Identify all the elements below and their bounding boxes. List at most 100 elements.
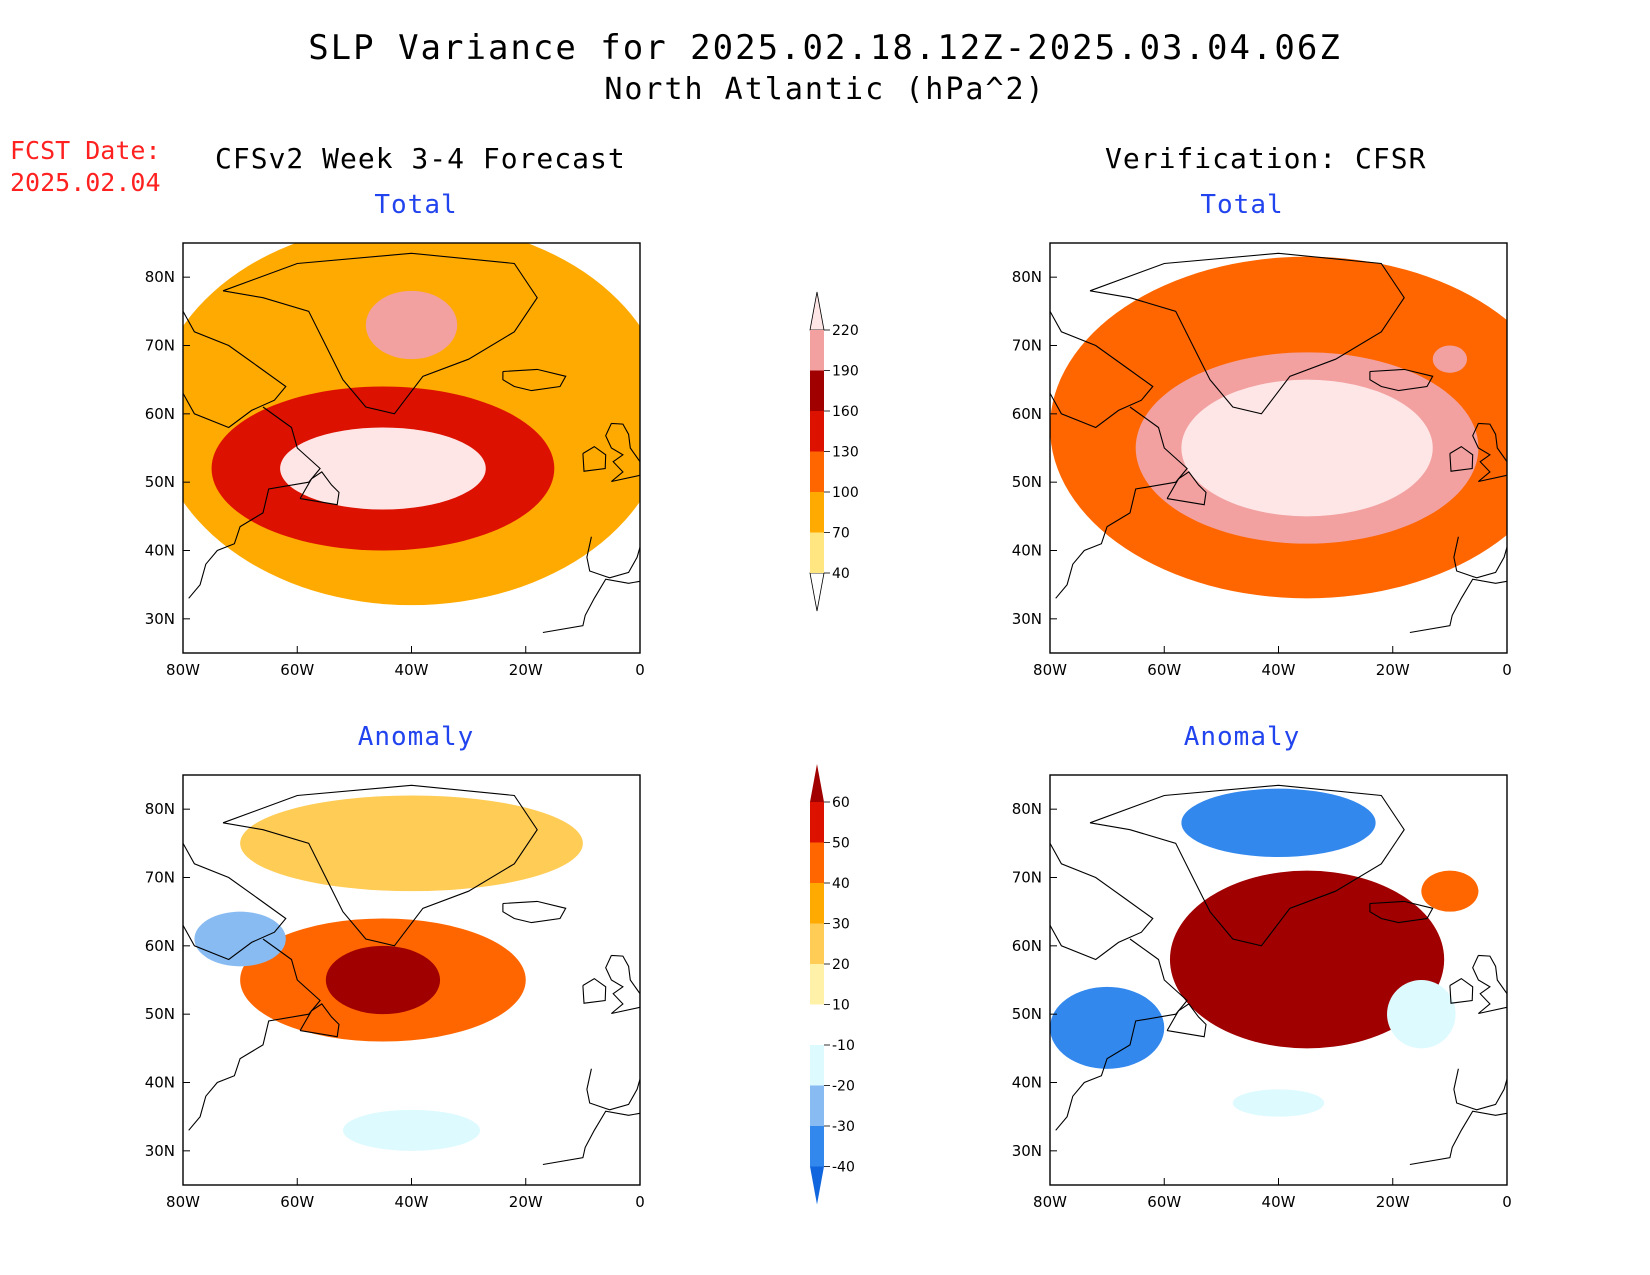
lon-tick-label: 20W [509, 1193, 543, 1211]
coastline [1453, 536, 1507, 579]
lat-tick-label: 30N [1012, 1142, 1042, 1160]
map-panel-fcst-total: 80W 60W 40W 20W 0 80N 70N 60N 50N 40N 30N [145, 242, 645, 679]
coastline [1369, 368, 1434, 392]
colorbar-label: 160 [832, 404, 859, 420]
lon-tick-label: 60W [1147, 661, 1181, 679]
coastline [1089, 784, 1405, 947]
lat-tick-label: 70N [1012, 869, 1042, 887]
lat-tick-label: 70N [145, 337, 175, 355]
lon-tick-label: 40W [395, 1193, 429, 1211]
contour-region [325, 945, 441, 1015]
coastline [1453, 1068, 1507, 1111]
colorbar-label: 50 [832, 836, 850, 852]
contour-region [240, 795, 583, 892]
coastline [605, 422, 640, 483]
lat-tick-label: 60N [1012, 937, 1042, 955]
coastline [1055, 938, 1188, 1131]
map-panel-verif-anomaly: 80W 60W 40W 20W 0 80N 70N 60N 50N 40N 30N [1012, 774, 1512, 1211]
lat-tick-label: 80N [1012, 800, 1042, 818]
contour-region [1387, 980, 1456, 1049]
colorbar-label: -40 [832, 1160, 855, 1176]
verification-column-title: Verification: CFSR [1105, 142, 1427, 175]
lon-tick-label: 40W [1262, 1193, 1296, 1211]
colorbar-swatch [810, 964, 824, 1005]
panel-title-fcst-anomaly: Anomaly [357, 722, 475, 752]
coastline [222, 252, 538, 415]
colorbar-label: 40 [832, 876, 850, 892]
lon-tick-label: 40W [1262, 661, 1296, 679]
coastline [1369, 900, 1434, 924]
lon-tick-label: 0 [1502, 1193, 1512, 1211]
lon-tick-label: 80W [166, 661, 200, 679]
coastline [1472, 422, 1507, 483]
lon-tick-label: 80W [1033, 661, 1067, 679]
colorbar-label: 70 [832, 526, 850, 542]
colorbar-label: -20 [832, 1079, 855, 1095]
coastline [1166, 1003, 1207, 1038]
colorbar-label: 190 [832, 364, 859, 380]
coastline [542, 578, 640, 634]
coastline [299, 1003, 340, 1038]
lat-tick-label: 60N [145, 937, 175, 955]
colorbar-label: 20 [832, 957, 850, 973]
coastline [183, 311, 287, 429]
lon-tick-label: 60W [280, 661, 314, 679]
coastline [188, 406, 321, 599]
contour-region [342, 1109, 481, 1151]
coastline [582, 977, 607, 1004]
lat-tick-label: 60N [1012, 405, 1042, 423]
colorbar-swatch [810, 492, 824, 533]
colorbar-extend-high [809, 291, 825, 331]
coastline [1089, 252, 1405, 415]
lat-tick-label: 60N [145, 405, 175, 423]
lat-tick-label: 50N [1012, 473, 1042, 491]
coastline [1050, 311, 1154, 429]
coastline [542, 1110, 640, 1166]
colorbar-swatch [810, 802, 824, 843]
lat-tick-label: 30N [145, 1142, 175, 1160]
map-panel-verif-total: 80W 60W 40W 20W 0 80N 70N 60N 50N 40N 30N [1012, 242, 1512, 679]
coastline [502, 368, 567, 392]
contour-region [1181, 788, 1376, 857]
colorbar-swatch [810, 1085, 824, 1126]
coastline [1449, 445, 1474, 472]
colorbar-label: 130 [832, 445, 859, 461]
colorbar-extend-high [810, 764, 824, 802]
lat-tick-label: 40N [1012, 542, 1042, 560]
coastline [222, 784, 538, 947]
lon-tick-label: 0 [635, 661, 645, 679]
colorbar-extend-low [810, 1166, 824, 1205]
coastline [605, 954, 640, 1015]
lon-tick-label: 80W [166, 1193, 200, 1211]
panel-title-verif-total: Total [1200, 190, 1284, 220]
lat-tick-label: 70N [1012, 337, 1042, 355]
colorbar-label: -10 [832, 1038, 855, 1054]
forecast-column-title: CFSv2 Week 3-4 Forecast [215, 142, 626, 175]
coastline [188, 938, 321, 1131]
coastline [299, 471, 340, 506]
coastline [586, 536, 640, 579]
contour-region [280, 427, 486, 510]
contour-region [1421, 870, 1479, 912]
coastline [582, 445, 607, 472]
colorbar-extend-low [809, 572, 825, 612]
colorbar-swatch [810, 370, 824, 411]
colorbar-anomaly: -40 -30 -20 -10 10 20 30 40 50 60 [810, 764, 855, 1205]
lat-tick-label: 50N [145, 1005, 175, 1023]
lon-tick-label: 0 [1502, 661, 1512, 679]
map-panel-fcst-anomaly: 80W 60W 40W 20W 0 80N 70N 60N 50N 40N 30N [145, 774, 645, 1211]
contour-region [1181, 379, 1433, 517]
panel-title-fcst-total: Total [374, 190, 458, 220]
lat-tick-label: 30N [145, 610, 175, 628]
colorbar-label: 60 [832, 795, 850, 811]
coastline [1166, 471, 1207, 506]
coastline [1409, 1110, 1507, 1166]
colorbar-label: 30 [832, 917, 850, 933]
coastline [586, 1068, 640, 1111]
colorbar-label: -30 [832, 1119, 855, 1135]
colorbar-swatch [810, 1045, 824, 1086]
colorbar-swatch [810, 330, 824, 371]
coastline [1409, 578, 1507, 634]
panel-title-verif-anomaly: Anomaly [1183, 722, 1301, 752]
